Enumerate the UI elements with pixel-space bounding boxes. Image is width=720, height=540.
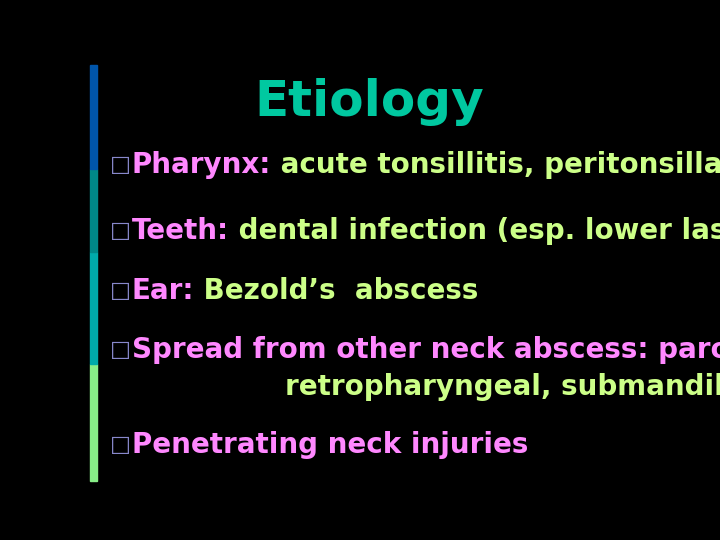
Text: □: □: [110, 435, 131, 455]
Text: Bezold’s  abscess: Bezold’s abscess: [194, 278, 479, 306]
Text: dental infection (esp. lower last molar): dental infection (esp. lower last molar): [229, 217, 720, 245]
Text: retropharyngeal, submandibular: retropharyngeal, submandibular: [285, 373, 720, 401]
Text: Ear:: Ear:: [132, 278, 194, 306]
Text: Pharynx:: Pharynx:: [132, 151, 271, 179]
Bar: [90, 252, 96, 364]
Text: □: □: [110, 221, 131, 241]
Text: Penetrating neck injuries: Penetrating neck injuries: [132, 431, 528, 459]
Text: □: □: [110, 281, 131, 301]
Bar: [90, 364, 96, 481]
Bar: [90, 168, 96, 252]
Text: □: □: [110, 340, 131, 360]
Text: Etiology: Etiology: [254, 78, 484, 126]
Text: acute tonsillitis, peritonsillar abscess: acute tonsillitis, peritonsillar abscess: [271, 151, 720, 179]
Bar: [90, 65, 96, 168]
Text: □: □: [110, 154, 131, 174]
Text: Teeth:: Teeth:: [132, 217, 229, 245]
Text: Spread from other neck abscess: parotid,: Spread from other neck abscess: parotid,: [132, 336, 720, 363]
